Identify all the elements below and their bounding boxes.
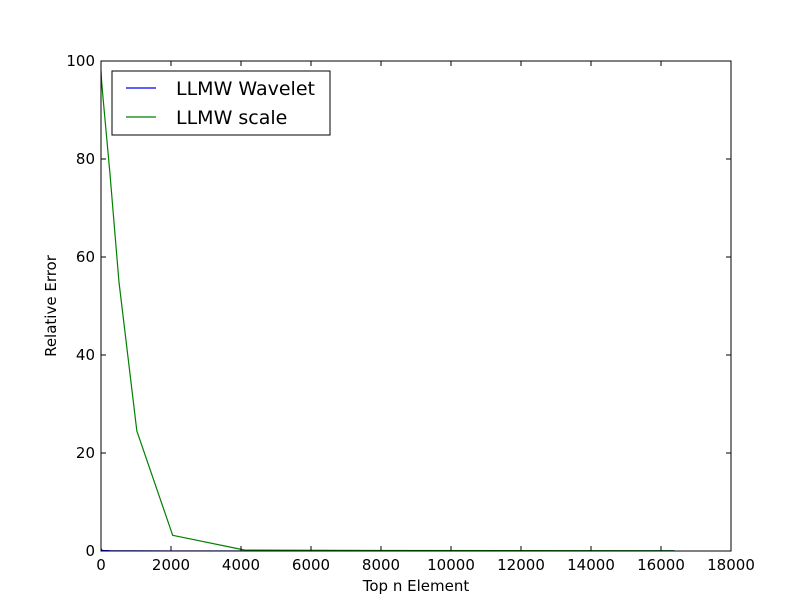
x-tick-label: 10000: [427, 556, 475, 574]
y-tick-label: 100: [66, 52, 95, 70]
x-tick-label: 6000: [292, 556, 330, 574]
y-axis-label: Relative Error: [42, 254, 60, 357]
series-line-2: [101, 70, 675, 551]
ticks-layer: 0 2000 4000 6000 8000 10000 12000 14000 16000 180…: [66, 52, 755, 574]
x-tick-label: 0: [96, 556, 106, 574]
y-tick-label: 20: [76, 444, 95, 462]
plot-frame: [100, 60, 732, 552]
x-tick-label: 12000: [497, 556, 545, 574]
x-tick-label: 2000: [152, 556, 190, 574]
legend-box: [111, 70, 331, 136]
x-tick-label: 14000: [567, 556, 615, 574]
x-tick-label: 4000: [222, 556, 260, 574]
legend-label-1: LLMW Wavelet: [176, 78, 315, 100]
x-tick-label: 16000: [637, 556, 685, 574]
y-tick-label: 0: [85, 542, 95, 560]
legend-label-2: LLMW scale: [176, 107, 287, 129]
x-tick-label: 18000: [707, 556, 755, 574]
y-tick-label: 40: [76, 346, 95, 364]
y-tick-label: 60: [76, 248, 95, 266]
legend: LLMW Wavelet LLMW scale: [111, 70, 331, 136]
y-tick-label: 80: [76, 150, 95, 168]
x-tick-label: 8000: [362, 556, 400, 574]
x-axis-label: Top n Element: [362, 577, 470, 595]
